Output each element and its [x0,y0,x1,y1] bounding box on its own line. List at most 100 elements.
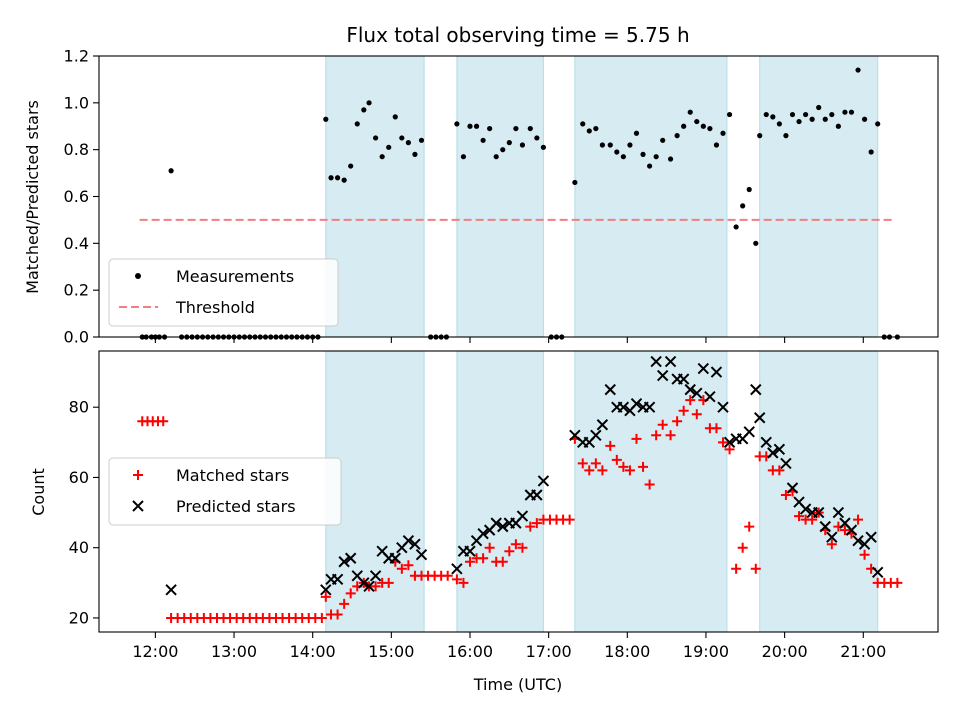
matched-star-point [750,563,761,574]
top-legend: Measurements Threshold [108,258,339,327]
measurement-point [366,100,372,106]
matched-star-point [618,461,629,472]
legend-predicted-marker [132,500,144,512]
predicted-star-point [677,373,690,385]
measurement-point [681,123,687,129]
matched-star-point [665,430,676,441]
matched-star-point [584,465,595,476]
predicted-star-point [497,520,509,533]
matched-star-point [345,588,356,599]
measurement-point [392,114,398,120]
top-shaded-intervals [325,55,879,338]
measurement-point [868,149,874,155]
matched-star-point [651,430,662,441]
measurement-point [418,137,425,143]
shaded-interval [574,350,728,633]
matched-star-point [892,577,903,588]
matched-star-point [853,514,864,525]
matched-star-point [590,458,601,469]
matched-star-point [672,416,683,427]
predicted-star-point [832,506,845,519]
matched-star-point [685,395,696,406]
matched-star-point [657,419,668,430]
measurement-point [700,123,706,129]
bottom-y-ticks: 20 40 60 80 [69,398,99,627]
y-tick-label: 40 [69,538,89,557]
legend-matched-label: Matched stars [176,466,289,485]
matched-star-point [396,563,407,574]
measurement-point [500,147,506,153]
predicted-star-point [516,510,529,522]
measurement-point [770,114,776,120]
predicted-star-point [477,527,489,540]
predicted-star-point [723,436,736,449]
y-tick-label: 80 [69,398,89,417]
shaded-interval [456,350,544,633]
predicted-star-point [363,580,375,593]
predicted-star-point [786,482,799,494]
measurement-point [667,156,674,162]
measurement-point [454,121,460,127]
x-tick-label: 14:00 [290,642,336,661]
y-tick-label: 0.4 [64,234,89,253]
measurement-point [746,186,752,193]
measurement-point [796,118,802,125]
measurement-point [646,163,653,169]
measurement-point [694,118,700,125]
measurement-point [527,125,533,132]
measurement-point [399,135,405,141]
predicted-star-point [389,552,401,564]
predicted-star-point [684,383,696,396]
y-tick-label: 0.2 [64,281,89,300]
measurement-point [653,154,659,160]
matched-star-point [780,490,791,501]
matched-star-point [711,423,722,434]
matched-star-point [737,542,748,553]
predicted-star-point [369,570,382,582]
matched-star-point [731,563,742,574]
predicted-star-point [760,436,772,449]
measurement-point [660,137,666,143]
predicted-star-point [596,419,609,431]
measurement-point [776,121,782,127]
legend-threshold-label: Threshold [175,298,255,317]
chart-title: Flux total observing time = 5.75 h [346,23,689,47]
x-tick-label: 12:00 [132,642,178,661]
predicted-star-point [320,584,332,596]
predicted-star-point [451,563,463,575]
matched-star-point [638,461,649,472]
measurement-point [341,177,347,183]
predicted-star-point [590,429,602,442]
predicted-star-point [799,503,812,515]
predicted-star-point [643,401,656,413]
measurement-point [809,116,815,122]
predicted-star-point [464,545,476,557]
matched-star-point [794,511,805,522]
predicted-star-point [750,383,762,396]
y-tick-label: 60 [69,468,89,487]
measurement-point [783,133,789,139]
bottom-legend-box [108,457,342,526]
measurement-point [620,154,626,160]
shaded-interval [456,55,544,338]
matched-star-point [564,514,575,525]
top-x-ticks [154,337,864,343]
measurement-point [726,111,733,118]
predicted-star-point [531,489,543,501]
measurement-point [633,130,640,136]
matched-star-point [774,465,785,476]
measurement-point [361,107,367,113]
predicted-star-point [490,517,502,529]
matched-star-point [807,514,818,525]
predicted-star-point [656,369,669,382]
measurement-point [467,123,473,129]
predicted-star-point [338,556,350,568]
predicted-star-point [852,534,864,547]
shaded-interval [574,55,728,338]
measurement-point [855,67,861,73]
measurement-point [519,142,526,148]
matched-star-point [316,612,327,623]
matched-star-point [451,574,462,585]
measurement-point [674,133,680,139]
